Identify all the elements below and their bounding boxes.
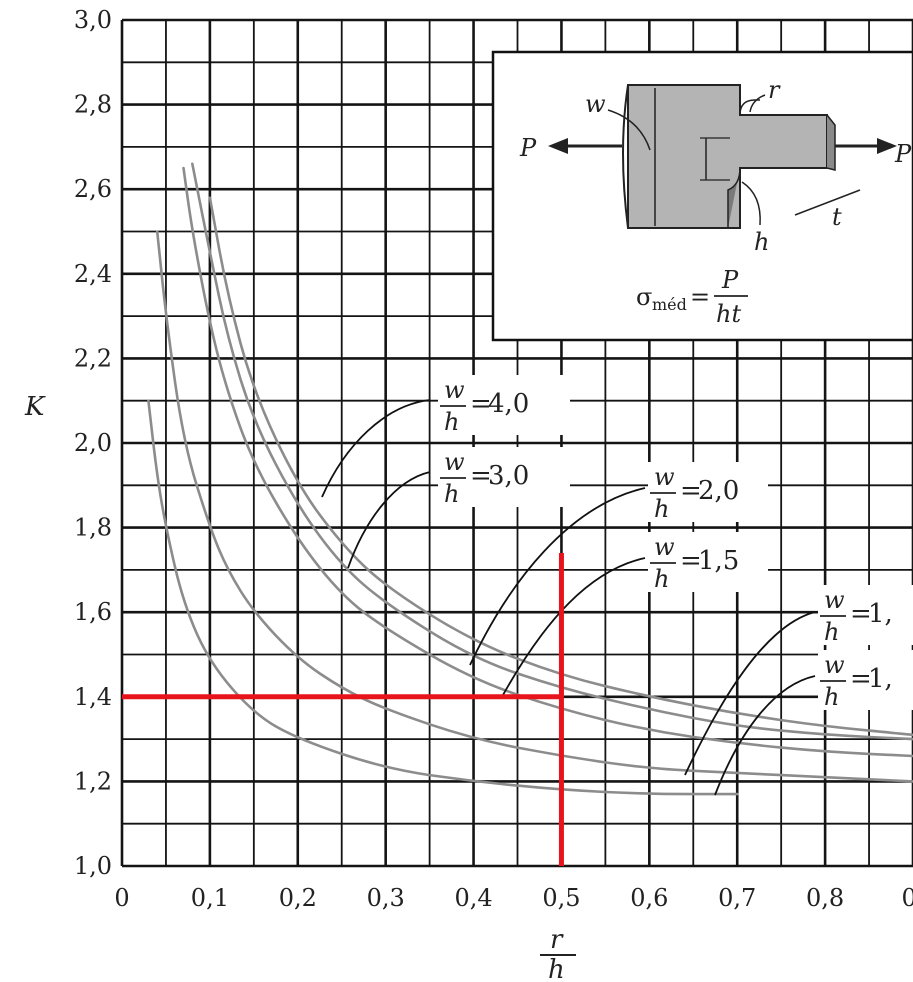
svg-text:w: w — [654, 463, 675, 491]
curve-label-4-0: w h = 4,0 — [321, 375, 570, 498]
curve-label-3-0-value: 3,0 — [488, 461, 529, 491]
y-tick-label: 2,0 — [74, 429, 112, 457]
y-tick-label: 3,0 — [74, 6, 112, 34]
curve-label-1-b-value: 1, — [868, 664, 893, 694]
x-tick-label: 0,6 — [630, 884, 668, 912]
inset-diagram: w r h t P P σ méd = P ht — [491, 50, 913, 342]
x-tick-label: 0,1 — [191, 884, 229, 912]
y-tick-label: 1,8 — [74, 514, 112, 542]
svg-text:w: w — [824, 586, 845, 614]
svg-text:=: = — [680, 476, 702, 506]
inset-label-h: h — [754, 228, 769, 256]
highlight-lines — [122, 552, 564, 866]
curve-label-3-0: w h = 3,0 — [347, 447, 570, 569]
y-tick-label: 1,2 — [74, 767, 112, 795]
y-tick-label: 2,4 — [74, 260, 112, 288]
x-tick-label: 0,3 — [367, 884, 405, 912]
svg-text:h: h — [654, 565, 669, 593]
y-tick-label: 1,4 — [74, 683, 112, 711]
formula-subscript: méd — [652, 295, 687, 314]
curve-label-1-b: w h = 1, — [714, 650, 913, 796]
curve-label-2-0: w h = 2,0 — [469, 462, 768, 666]
curves — [147, 162, 913, 796]
formula-sigma: σ — [636, 283, 652, 311]
inset-label-w: w — [585, 90, 606, 118]
curve-label-4-0-value: 4,0 — [488, 389, 529, 419]
curve-label-1-a: w h = 1, — [684, 585, 913, 776]
curve-label-2-0-value: 2,0 — [698, 476, 739, 506]
curve-label-1-5: w h = 1,5 — [502, 532, 768, 696]
inset-label-p-left: P — [519, 134, 537, 162]
y-axis-label: K — [24, 392, 46, 422]
svg-text:=: = — [470, 389, 492, 419]
inset-label-r: r — [768, 76, 781, 104]
curve-2 — [182, 166, 913, 758]
svg-text:=: = — [680, 546, 702, 576]
x-tick-label: 0, — [902, 884, 913, 912]
x-tick-label: 0,4 — [454, 884, 492, 912]
curve-1 — [191, 162, 913, 741]
svg-text:h: h — [444, 480, 459, 508]
svg-text:h: h — [654, 495, 669, 523]
svg-text:=: = — [850, 664, 872, 694]
svg-text:h: h — [444, 408, 459, 436]
curve-3 — [155, 230, 913, 783]
y-tick-label: 2,6 — [74, 175, 112, 203]
svg-text:w: w — [824, 651, 845, 679]
x-tick-label: 0 — [114, 884, 129, 912]
svg-text:h: h — [824, 618, 839, 646]
curve-label-1-a-value: 1, — [868, 599, 893, 629]
svg-text:w: w — [444, 448, 465, 476]
inset-label-t: t — [832, 203, 842, 231]
x-tick-label: 0,2 — [279, 884, 317, 912]
y-tick-label: 2,2 — [74, 344, 112, 372]
svg-text:=: = — [850, 599, 872, 629]
curve-0 — [208, 196, 913, 737]
curve-labels: w h = 4,0 w h = 3,0 w h = 2,0 w — [321, 375, 913, 796]
svg-text:=: = — [470, 461, 492, 491]
x-tick-labels: 0 0,1 0,2 0,3 0,4 0,5 0,6 0,7 0,8 0, — [114, 884, 913, 912]
x-tick-label: 0,7 — [718, 884, 756, 912]
svg-text:w: w — [444, 376, 465, 404]
y-tick-label: 1,6 — [74, 598, 112, 626]
svg-text:h: h — [824, 683, 839, 711]
x-tick-label: 0,5 — [542, 884, 580, 912]
x-axis-label-numerator: r — [550, 925, 564, 955]
curve-4 — [147, 399, 739, 796]
inset-label-p-right: P — [894, 140, 912, 168]
x-axis-label-denominator: h — [548, 955, 565, 982]
x-axis-label: r h — [540, 925, 576, 982]
formula-equals: = — [690, 283, 710, 311]
formula-numerator: P — [721, 266, 739, 294]
curve-label-1-5-value: 1,5 — [698, 546, 739, 576]
x-tick-label: 0,8 — [806, 884, 844, 912]
y-tick-labels: 1,0 1,2 1,4 1,6 1,8 2,0 2,2 2,4 2,6 2,8 3,0 — [74, 6, 112, 880]
y-tick-label: 1,0 — [74, 852, 112, 880]
y-tick-label: 2,8 — [74, 91, 112, 119]
svg-text:w: w — [654, 533, 675, 561]
formula-denominator: ht — [716, 300, 741, 328]
